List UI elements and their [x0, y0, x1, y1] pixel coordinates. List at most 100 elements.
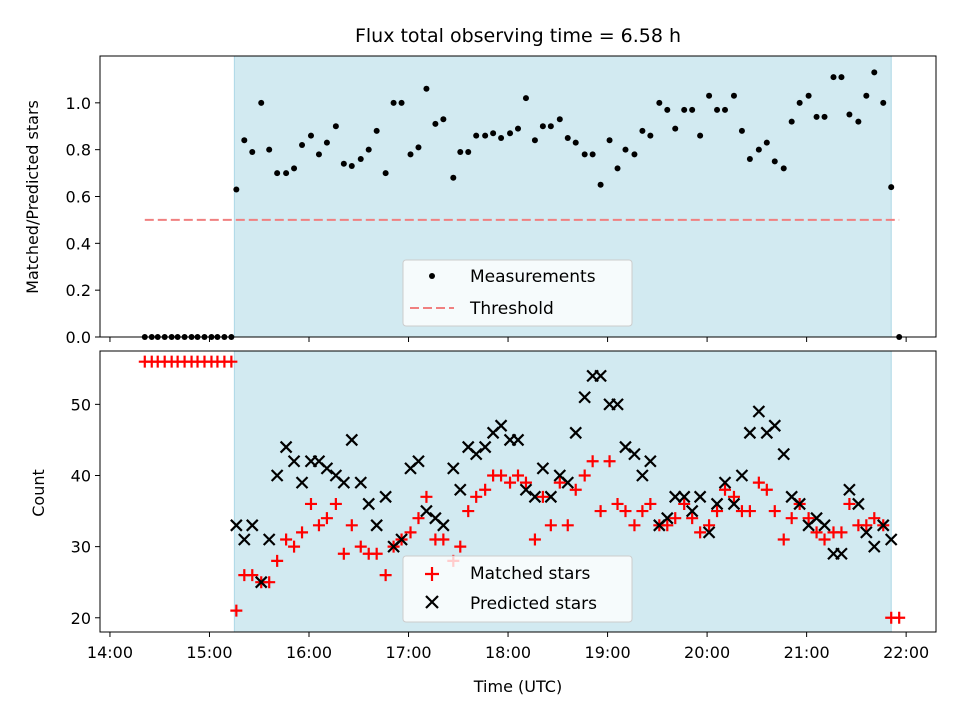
predicted-star-point: [511, 433, 525, 447]
bottom-axes-frame: [99, 350, 937, 633]
measurement-point: [780, 165, 787, 172]
measurement-point: [706, 92, 713, 99]
x-tick-label: 21:00: [784, 643, 830, 662]
measurement-point: [398, 99, 405, 106]
top-y-tick-label: 0.2: [66, 281, 91, 300]
matched-star-point: [561, 519, 574, 532]
measurement-point: [266, 146, 273, 153]
measurement-point: [813, 113, 820, 120]
matched-star-point: [320, 512, 333, 525]
measurement-point: [315, 151, 322, 158]
legend-measurements-label: Measurements: [470, 267, 596, 287]
matched-star-point: [785, 512, 798, 525]
top-y-tick-label: 1.0: [66, 94, 91, 113]
legend-threshold-label: Threshold: [469, 299, 554, 319]
predicted-star-point: [884, 533, 898, 546]
predicted-star-point: [727, 497, 741, 511]
measurement-point: [821, 113, 828, 120]
measurement-point: [482, 132, 489, 139]
matched-star-point: [678, 497, 691, 510]
predicted-star-point: [611, 398, 624, 411]
predicted-star-point: [735, 469, 749, 482]
measurement-point: [473, 132, 480, 139]
matched-star-point: [743, 505, 756, 518]
x-tick-label: 22:00: [883, 643, 929, 662]
matched-star-point: [437, 533, 450, 546]
predicted-star-point: [868, 540, 881, 553]
measurement-point: [597, 181, 604, 188]
matched-star-point: [288, 540, 301, 553]
measurement-point: [307, 132, 314, 139]
measurement-point: [507, 130, 514, 137]
predicted-star-point: [777, 447, 791, 461]
matched-star-point: [354, 540, 367, 553]
matched-star-point: [404, 526, 417, 539]
top-y-axis-label: Matched/Predicted stars: [23, 100, 42, 294]
measurement-point: [531, 137, 538, 144]
x-tick-label: 18:00: [485, 643, 531, 662]
predicted-star-point: [395, 533, 408, 546]
measurement-point: [457, 149, 464, 156]
measurement-point: [249, 149, 256, 156]
predicted-star-point: [354, 476, 368, 489]
measurement-point: [888, 184, 895, 191]
measurement-point: [373, 127, 380, 134]
measurement-point: [755, 146, 762, 153]
predicted-star-point: [519, 483, 533, 496]
measurement-point: [771, 158, 778, 165]
matched-star-point: [553, 476, 566, 489]
measurement-point: [332, 123, 339, 130]
top-y-tick-label: 0.6: [66, 188, 91, 207]
top-legend-box: [402, 259, 633, 327]
matched-star-point: [420, 490, 433, 503]
measurement-point: [241, 137, 248, 144]
measurement-point: [390, 99, 397, 106]
measurement-point: [556, 116, 563, 123]
measurement-point: [407, 151, 414, 158]
bottom-legend-box: [402, 555, 633, 623]
matched-star-point: [644, 497, 657, 510]
predicted-stars-points: [230, 369, 898, 589]
predicted-star-point: [478, 440, 492, 454]
matched-star-point: [760, 483, 773, 496]
top-y-tick-label: 0.4: [66, 234, 91, 253]
measurement-point: [365, 146, 372, 153]
measurement-point: [258, 99, 265, 106]
predicted-star-point: [768, 419, 782, 432]
measurement-point: [432, 120, 439, 127]
predicted-star-point: [494, 419, 508, 432]
matched-star-point: [536, 490, 549, 503]
predicted-star-point: [743, 426, 757, 440]
matched-star-point: [569, 483, 582, 496]
measurement-point: [299, 141, 306, 148]
matched-star-point: [495, 469, 508, 482]
measurement-point: [274, 170, 281, 177]
measurement-point: [730, 92, 737, 99]
predicted-star-point: [835, 547, 848, 561]
predicted-star-point: [262, 533, 276, 546]
predicted-star-point: [437, 519, 450, 532]
matched-star-point: [727, 490, 740, 503]
measurement-point: [233, 186, 240, 193]
legend-measurements-marker: [429, 273, 435, 279]
measurement-point: [423, 85, 430, 92]
bottom-y-tick-label: 40: [71, 466, 91, 485]
legend-matched-label: Matched stars: [470, 564, 590, 584]
measurement-point: [880, 99, 887, 106]
matched-star-point: [230, 604, 243, 617]
measurement-point: [450, 174, 457, 181]
x-tick-label: 16:00: [286, 643, 332, 662]
matched-star-point: [835, 526, 848, 539]
bottom-y-axis: 20 30 40 50: [71, 395, 100, 628]
measurement-point: [796, 99, 803, 106]
measurement-point: [746, 156, 753, 163]
x-tick-label: 17:00: [385, 643, 431, 662]
matched-star-point: [628, 519, 641, 532]
predicted-star-point: [852, 497, 865, 511]
matched-star-point: [719, 483, 732, 496]
measurement-point: [606, 137, 613, 144]
matched-star-point: [703, 519, 716, 532]
matched-star-point: [586, 455, 599, 468]
matched-star-point: [777, 533, 790, 546]
predicted-star-point: [447, 462, 460, 475]
